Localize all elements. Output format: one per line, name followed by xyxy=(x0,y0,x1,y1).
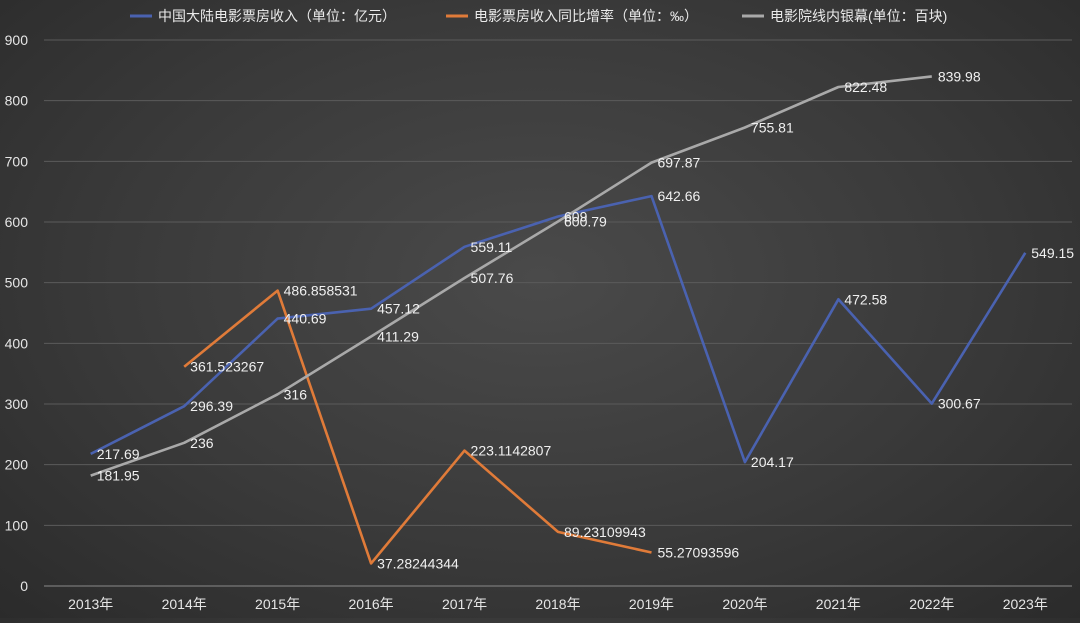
data-label: 55.27093596 xyxy=(657,544,739,560)
data-label: 507.76 xyxy=(471,270,514,286)
y-tick-label: 400 xyxy=(5,335,29,351)
legend-label: 电影院线内银幕(单位：百块) xyxy=(770,8,947,24)
data-label: 440.69 xyxy=(284,311,327,327)
x-tick-label: 2020年 xyxy=(722,596,767,612)
y-tick-label: 600 xyxy=(5,214,29,230)
x-tick-label: 2013年 xyxy=(68,596,113,612)
grid xyxy=(44,39,1072,587)
x-tick-label: 2022年 xyxy=(909,596,954,612)
data-label: 642.66 xyxy=(657,188,700,204)
y-tick-label: 800 xyxy=(5,93,29,109)
series-line-2 xyxy=(183,289,652,565)
data-label: 822.48 xyxy=(844,79,887,95)
y-tick-label: 0 xyxy=(20,578,28,594)
x-tick-label: 2023年 xyxy=(1003,596,1048,612)
x-tick-label: 2014年 xyxy=(162,596,207,612)
data-label: 755.81 xyxy=(751,119,794,135)
data-label: 217.69 xyxy=(97,446,140,462)
data-label: 600.79 xyxy=(564,214,607,230)
data-label: 486.858531 xyxy=(284,283,358,299)
y-tick-label: 900 xyxy=(5,32,29,48)
series-line-1 xyxy=(90,194,1027,464)
data-label: 316 xyxy=(284,386,308,402)
y-tick-label: 500 xyxy=(5,275,29,291)
data-label: 411.29 xyxy=(377,328,419,344)
data-labels: 217.69 296.39 440.69 457.12 559.11 609 642.66 2… xyxy=(97,68,1075,571)
data-label: 361.523267 xyxy=(190,359,264,375)
data-label: 37.28244344 xyxy=(377,555,459,571)
data-label: 697.87 xyxy=(657,155,700,171)
data-label: 181.95 xyxy=(97,468,140,484)
x-tick-label: 2021年 xyxy=(816,596,861,612)
series-line-3 xyxy=(90,75,932,477)
data-label: 609 xyxy=(564,209,588,225)
data-label: 236 xyxy=(190,435,214,451)
x-tick-label: 2019年 xyxy=(629,596,674,612)
legend: 中国大陆电影票房收入（单位：亿元） 电影票房收入同比增率（单位：‰） 电影院线内银幕… xyxy=(130,8,947,24)
y-tick-label: 100 xyxy=(5,517,29,533)
x-tick-label: 2016年 xyxy=(349,596,394,612)
y-tick-label: 300 xyxy=(5,396,29,412)
data-label: 549.15 xyxy=(1031,245,1074,261)
legend-label: 中国大陆电影票房收入（单位：亿元） xyxy=(158,8,396,24)
data-label: 472.58 xyxy=(844,291,887,307)
data-label: 89.23109943 xyxy=(564,524,646,540)
x-tick-label: 2015年 xyxy=(255,596,300,612)
y-tick-label: 700 xyxy=(5,153,29,169)
data-label: 204.17 xyxy=(751,454,794,470)
y-tick-label: 200 xyxy=(5,457,29,473)
y-axis-ticks: 0 100 200 300 400 500 600 700 800 900 xyxy=(5,32,29,594)
data-label: 223.1142807 xyxy=(471,443,552,459)
data-label: 457.12 xyxy=(377,301,420,317)
series-lines xyxy=(90,75,1027,565)
x-tick-label: 2018年 xyxy=(535,596,580,612)
data-label: 300.67 xyxy=(938,396,981,412)
data-label: 559.11 xyxy=(471,239,513,255)
x-tick-label: 2017年 xyxy=(442,596,487,612)
data-label: 296.39 xyxy=(190,398,233,414)
data-label: 839.98 xyxy=(938,68,981,84)
legend-label: 电影票房收入同比增率（单位：‰） xyxy=(474,8,698,24)
x-axis-ticks: 2013年 2014年 2015年 2016年 2017年 2018年 2019年 2020年… xyxy=(68,596,1048,612)
